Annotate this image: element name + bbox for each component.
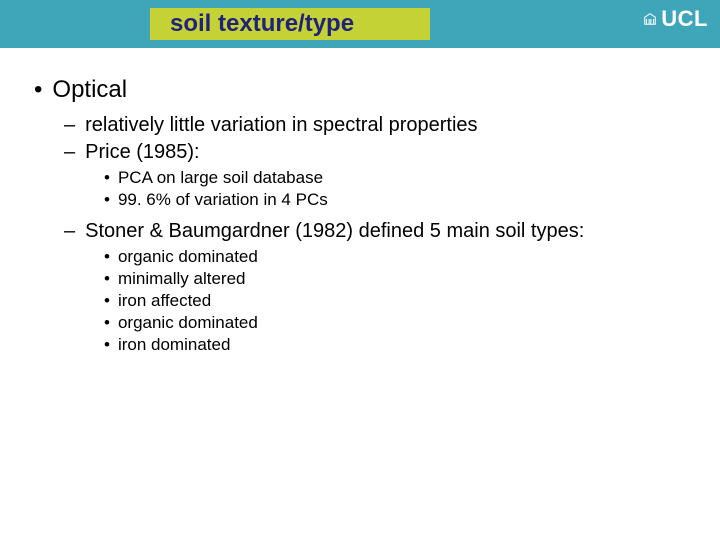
bullet-l2-price: Price (1985): (64, 141, 696, 164)
l2c-text: Stoner & Baumgardner (1982) defined 5 ma… (85, 220, 584, 242)
soil-2-text: minimally altered (118, 269, 246, 288)
bullet-soil-5: iron dominated (104, 335, 696, 355)
soil-1-text: organic dominated (118, 247, 258, 266)
logo-text: UCL (661, 6, 708, 32)
bullet-soil-1: organic dominated (104, 247, 696, 267)
l1-text: Optical (52, 76, 127, 103)
ucl-logo: UCL (643, 6, 708, 32)
l3a-text: PCA on large soil database (118, 168, 323, 187)
soil-3-text: iron affected (118, 291, 211, 310)
bullet-soil-2: minimally altered (104, 269, 696, 289)
l2b-text: Price (1985): (85, 141, 200, 163)
soil-5-text: iron dominated (118, 335, 230, 354)
l2a-text: relatively little variation in spectral … (85, 114, 477, 136)
bullet-l3-pcs: 99. 6% of variation in 4 PCs (104, 190, 696, 210)
slide-title: soil texture/type (170, 10, 354, 38)
bullet-soil-3: iron affected (104, 291, 696, 311)
bullet-l2-variation: relatively little variation in spectral … (64, 114, 696, 137)
slide-body: Optical relatively little variation in s… (0, 48, 720, 355)
bullet-soil-4: organic dominated (104, 313, 696, 333)
bullet-l2-stoner: Stoner & Baumgardner (1982) defined 5 ma… (64, 220, 696, 243)
portico-icon (643, 12, 657, 26)
slide-header: soil texture/type UCL (0, 0, 720, 48)
bullet-l1-optical: Optical (34, 76, 696, 104)
bullet-l3-pca: PCA on large soil database (104, 168, 696, 188)
l3b-text: 99. 6% of variation in 4 PCs (118, 190, 328, 209)
soil-4-text: organic dominated (118, 313, 258, 332)
